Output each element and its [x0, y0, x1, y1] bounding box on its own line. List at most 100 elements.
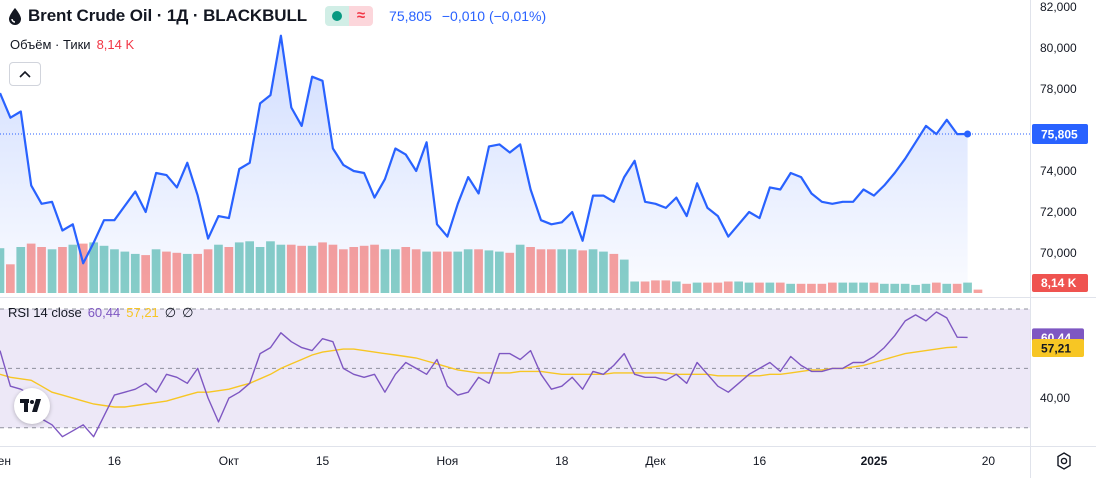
- volume-bar: [245, 241, 254, 293]
- price-axis-tick: 72,000: [1040, 205, 1077, 219]
- volume-bar: [973, 289, 983, 293]
- volume-bar: [807, 283, 816, 293]
- collapse-legend-button[interactable]: [9, 62, 41, 86]
- volume-bar: [453, 251, 463, 293]
- volume-bar: [307, 245, 317, 293]
- volume-bar: [755, 282, 764, 293]
- volume-bar: [162, 251, 171, 293]
- rsi-ma-last-label: 57,21: [1032, 338, 1084, 357]
- volume-bar: [391, 249, 400, 293]
- volume-bar: [526, 247, 535, 293]
- volume-bar: [952, 283, 962, 293]
- volume-bar: [495, 251, 504, 293]
- volume-bar: [869, 282, 879, 293]
- volume-bar: [182, 253, 192, 293]
- volume-bar: [817, 283, 827, 293]
- volume-bar: [765, 282, 775, 293]
- volume-bar: [328, 244, 338, 293]
- volume-bar: [599, 251, 608, 293]
- volume-bar: [911, 284, 920, 293]
- volume-bar: [578, 250, 587, 293]
- volume-bar: [609, 253, 619, 293]
- volume-bar: [151, 249, 161, 293]
- volume-bar: [16, 247, 26, 293]
- price-line: [0, 34, 968, 265]
- volume-legend[interactable]: Объём · Тики 8,14 K: [10, 37, 134, 52]
- volume-bar: [474, 249, 483, 293]
- settings-gear-icon[interactable]: [1054, 451, 1074, 471]
- last-price-label: 75,805: [1032, 123, 1088, 144]
- price-axis-tick: 74,000: [1040, 164, 1077, 178]
- rsi-legend[interactable]: RSI 14 close 60,44 57,21 ∅ ∅: [8, 305, 193, 321]
- volume-bar: [921, 283, 931, 293]
- rsi-ma-last-label-text: 57,21: [1041, 341, 1071, 355]
- chevron-up-icon: [19, 70, 31, 78]
- volume-bar: [723, 281, 733, 293]
- symbol-header: Brent Crude Oil · 1Д · BLACKBULL ≈ 75,80…: [8, 5, 546, 27]
- volume-bar: [900, 283, 910, 293]
- volume-bar: [99, 245, 109, 293]
- rsi-axis-tick: 40,00: [1040, 391, 1070, 405]
- volume-bar: [276, 244, 286, 293]
- volume-bar: [411, 249, 421, 293]
- price-pane: [0, 34, 983, 293]
- rsi-label: RSI 14 close: [8, 305, 82, 320]
- volume-bar: [422, 251, 431, 293]
- volume-bar: [880, 283, 889, 293]
- volume-bar: [859, 282, 868, 293]
- volume-axis-label-text: 8,14 K: [1041, 276, 1077, 290]
- volume-bar: [255, 247, 265, 293]
- volume-bar: [630, 281, 639, 293]
- volume-bar: [37, 247, 46, 293]
- volume-bar: [432, 251, 442, 293]
- time-axis-label: 18: [555, 454, 569, 468]
- volume-bar: [224, 247, 234, 293]
- volume-bar: [297, 245, 306, 293]
- volume-bar: [838, 282, 848, 293]
- time-axis-label: Сен: [0, 454, 11, 468]
- price-axis-tick: 80,000: [1040, 41, 1077, 55]
- time-axis-label: Ноя: [436, 454, 458, 468]
- volume-bar: [286, 244, 296, 293]
- volume-bar: [713, 282, 723, 293]
- volume-bar: [443, 251, 452, 293]
- rsi-pane: [0, 308, 1030, 438]
- rsi-ma-line: [0, 346, 958, 408]
- time-axis-label: 15: [316, 454, 330, 468]
- volume-bar: [484, 250, 494, 293]
- market-open-icon[interactable]: [325, 6, 350, 26]
- last-price-label-text: 75,805: [1041, 127, 1078, 141]
- volume-bar: [567, 249, 577, 293]
- status-badges[interactable]: ≈: [325, 6, 374, 26]
- last-price-dot: [964, 130, 972, 138]
- tradingview-logo-icon[interactable]: [14, 388, 50, 424]
- volume-bar: [266, 241, 275, 293]
- volume-bar: [557, 249, 567, 293]
- volume-bar: [234, 242, 244, 293]
- volume-bar: [6, 264, 15, 293]
- volume-bar: [775, 282, 785, 293]
- volume-bar: [744, 282, 754, 293]
- price-axis-tick: 78,000: [1040, 82, 1077, 96]
- volume-bar: [110, 249, 119, 293]
- volume-bar: [890, 283, 900, 293]
- wave-icon[interactable]: ≈: [349, 6, 374, 26]
- volume-axis-label: 8,14 K: [1032, 274, 1088, 292]
- volume-bar: [651, 280, 660, 293]
- volume-bar: [130, 253, 140, 293]
- time-axis-label: Дек: [645, 454, 666, 468]
- volume-bar: [141, 255, 150, 293]
- volume-bar: [47, 249, 57, 293]
- volume-bar: [828, 282, 837, 293]
- volume-bar: [370, 244, 379, 293]
- rsi-extra-2: ∅: [182, 305, 194, 320]
- volume-bar: [203, 249, 213, 293]
- price-axis-tick: 82,000: [1040, 0, 1077, 14]
- volume-bar: [932, 282, 941, 293]
- symbol-title[interactable]: Brent Crude Oil · 1Д · BLACKBULL: [28, 6, 308, 25]
- volume-bar: [640, 281, 650, 293]
- volume-value: 8,14 K: [96, 37, 135, 52]
- volume-bar: [120, 251, 130, 293]
- volume-bar: [214, 244, 223, 293]
